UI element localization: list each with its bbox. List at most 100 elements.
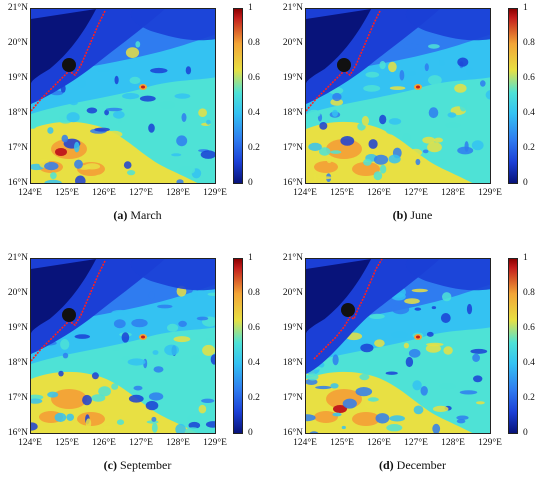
colorbar-tick-label: 0.4: [248, 108, 260, 118]
panel-caption: (a) March: [0, 208, 275, 223]
map-panel-june: 21°N 20°N 19°N 18°N 17°N 16°N 124°E 125°E 126°E 1…: [275, 0, 550, 240]
lon-tick-label: 129°E: [203, 188, 227, 198]
colorbar: [233, 258, 243, 434]
colorbar-tick-label: 0.6: [523, 73, 535, 83]
colorbar-tick-label: 1: [523, 253, 528, 263]
lat-tick-label: 21°N: [7, 3, 28, 13]
panel-month: December: [396, 458, 446, 472]
lat-tick-label: 19°N: [7, 73, 28, 83]
sea-map: [305, 8, 491, 184]
sea-map: [30, 8, 216, 184]
lon-tick-label: 128°E: [441, 438, 465, 448]
lon-tick-label: 128°E: [166, 188, 190, 198]
lon-tick-label: 129°E: [478, 188, 502, 198]
colorbar-tick-label: 0: [248, 428, 253, 438]
colorbar-tick-label: 0.4: [523, 108, 535, 118]
lat-tick-label: 16°N: [282, 178, 303, 188]
colorbar-tick-label: 1: [248, 253, 253, 263]
colorbar: [233, 8, 243, 184]
lon-tick-label: 125°E: [330, 188, 354, 198]
location-marker: [62, 308, 76, 322]
colorbar-tick-label: 0.8: [523, 288, 535, 298]
lat-tick-label: 20°N: [282, 288, 303, 298]
sea-map: [305, 258, 491, 434]
lon-tick-label: 126°E: [367, 438, 391, 448]
lon-tick-label: 129°E: [478, 438, 502, 448]
lon-tick-label: 126°E: [92, 188, 116, 198]
colorbar-tick-label: 0.4: [523, 358, 535, 368]
lon-tick-label: 127°E: [129, 188, 153, 198]
lat-tick-label: 16°N: [7, 428, 28, 438]
colorbar-tick-label: 0.6: [523, 323, 535, 333]
location-marker: [62, 58, 76, 72]
lon-tick-label: 124°E: [293, 188, 317, 198]
location-marker: [341, 303, 355, 317]
colorbar-tick-label: 0.2: [248, 143, 260, 153]
colorbar-tick-label: 0.2: [523, 143, 535, 153]
location-marker: [337, 58, 351, 72]
lon-tick-label: 126°E: [92, 438, 116, 448]
lat-tick-label: 16°N: [282, 428, 303, 438]
colorbar: [508, 8, 518, 184]
lon-tick-label: 124°E: [18, 188, 42, 198]
colorbar-tick-label: 1: [523, 3, 528, 13]
colorbar-tick-label: 0.8: [248, 38, 260, 48]
colorbar-tick-label: 0.8: [523, 38, 535, 48]
lat-tick-label: 19°N: [282, 73, 303, 83]
lat-tick-label: 17°N: [282, 393, 303, 403]
lon-tick-label: 128°E: [441, 188, 465, 198]
lon-tick-label: 125°E: [55, 188, 79, 198]
lon-tick-label: 124°E: [18, 438, 42, 448]
lat-tick-label: 17°N: [282, 143, 303, 153]
lat-tick-label: 16°N: [7, 178, 28, 188]
map-panel-september: 21°N 20°N 19°N 18°N 17°N 16°N 124°E 125°E 126°E 1…: [0, 250, 275, 490]
sea-map: [30, 258, 216, 434]
panel-letter: (a): [113, 208, 128, 222]
panel-caption: (b) June: [275, 208, 550, 223]
lat-tick-label: 18°N: [7, 108, 28, 118]
colorbar-tick-label: 0.6: [248, 323, 260, 333]
panel-month: June: [410, 208, 433, 222]
panel-letter: (d): [379, 458, 394, 472]
lat-tick-label: 19°N: [7, 323, 28, 333]
colorbar-tick-label: 0.8: [248, 288, 260, 298]
lon-tick-label: 127°E: [404, 438, 428, 448]
colorbar-tick-label: 0.6: [248, 73, 260, 83]
lat-tick-label: 17°N: [7, 393, 28, 403]
panel-caption: (d) December: [275, 458, 550, 473]
colorbar-tick-label: 0: [248, 178, 253, 188]
lat-tick-label: 20°N: [7, 38, 28, 48]
lat-tick-label: 18°N: [282, 358, 303, 368]
lat-tick-label: 19°N: [282, 323, 303, 333]
colorbar-tick-label: 0.2: [523, 393, 535, 403]
lon-tick-label: 126°E: [367, 188, 391, 198]
lon-tick-label: 127°E: [404, 188, 428, 198]
lat-tick-label: 20°N: [282, 38, 303, 48]
panel-letter: (c): [103, 458, 117, 472]
map-panel-march: 21°N 20°N 19°N 18°N 17°N 16°N 124°E 125°E 126°E 1…: [0, 0, 275, 240]
lat-tick-label: 21°N: [7, 253, 28, 263]
lat-tick-label: 18°N: [7, 358, 28, 368]
colorbar-tick-label: 0.2: [248, 393, 260, 403]
colorbar-tick-label: 0.4: [248, 358, 260, 368]
colorbar-tick-label: 0: [523, 178, 528, 188]
lon-tick-label: 125°E: [330, 438, 354, 448]
lon-tick-label: 124°E: [293, 438, 317, 448]
lon-tick-label: 128°E: [166, 438, 190, 448]
lon-tick-label: 127°E: [129, 438, 153, 448]
panel-month: September: [120, 458, 172, 472]
lon-tick-label: 125°E: [55, 438, 79, 448]
colorbar-tick-label: 1: [248, 3, 253, 13]
lon-tick-label: 129°E: [203, 438, 227, 448]
lat-tick-label: 20°N: [7, 288, 28, 298]
colorbar-tick-label: 0: [523, 428, 528, 438]
lat-tick-label: 21°N: [282, 253, 303, 263]
panel-letter: (b): [392, 208, 408, 222]
lat-tick-label: 21°N: [282, 3, 303, 13]
lat-tick-label: 18°N: [282, 108, 303, 118]
panel-caption: (c) September: [0, 458, 275, 473]
lat-tick-label: 17°N: [7, 143, 28, 153]
map-panel-december: 21°N 20°N 19°N 18°N 17°N 16°N 124°E 125°E 126°E 1…: [275, 250, 550, 490]
panel-month: March: [130, 208, 162, 222]
colorbar: [508, 258, 518, 434]
